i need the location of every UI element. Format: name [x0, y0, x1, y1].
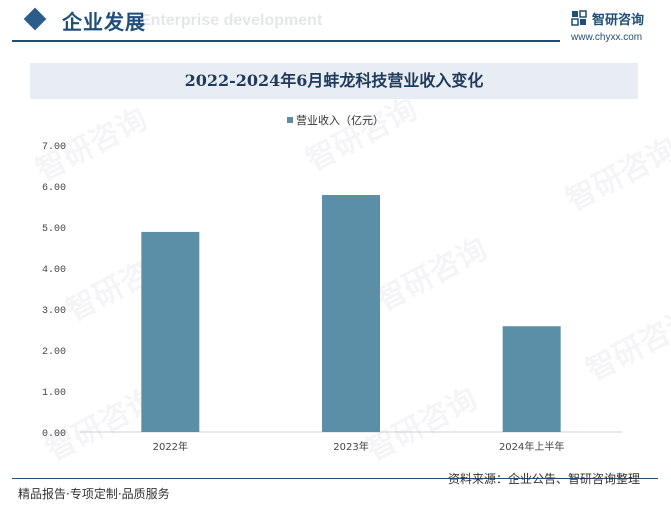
footer-slogan: 精品报告·专项定制·品质服务 [18, 487, 170, 501]
y-tick-label: 2.00 [42, 347, 66, 358]
source-note: 资料来源：企业公告、智研咨询整理 [448, 472, 641, 486]
y-tick-label: 4.00 [42, 265, 66, 276]
y-tick-label: 7.00 [42, 142, 66, 153]
footer-divider [12, 478, 658, 479]
header: Enterprise development 企业发展 智研咨询 www.chy… [0, 0, 671, 44]
section-title: 企业发展 [62, 10, 146, 34]
bar [141, 231, 200, 432]
x-tick-label: 2024年上半年 [499, 440, 564, 453]
bar [502, 326, 561, 432]
y-tick-label: 0.00 [42, 429, 66, 440]
bar [322, 195, 380, 432]
diamond-icon [23, 7, 47, 31]
legend-swatch [287, 117, 293, 123]
y-tick-label: 5.00 [42, 224, 66, 235]
logo-icon [571, 10, 587, 26]
legend-label: 营业收入（亿元） [296, 113, 384, 127]
y-tick-label: 1.00 [42, 388, 66, 399]
chart-title-bar: 2022-2024年6月蚌龙科技营业收入变化 [30, 63, 638, 99]
header-divider [12, 40, 560, 42]
section-subtitle: Enterprise development [140, 12, 323, 29]
x-tick-label: 2022年 [153, 440, 188, 453]
y-tick-label: 3.00 [42, 306, 66, 317]
chart-title: 2022-2024年6月蚌龙科技营业收入变化 [184, 71, 484, 90]
logo-text: 智研咨询 [592, 13, 645, 28]
y-tick-label: 6.00 [42, 183, 66, 194]
x-tick-label: 2023年 [333, 440, 368, 453]
logo-url: www.chyxx.com [571, 32, 643, 43]
bar-chart: 营业收入（亿元） 0.00 1.00 2.00 3.00 4.00 5.00 6.00 7.00… [42, 113, 622, 453]
